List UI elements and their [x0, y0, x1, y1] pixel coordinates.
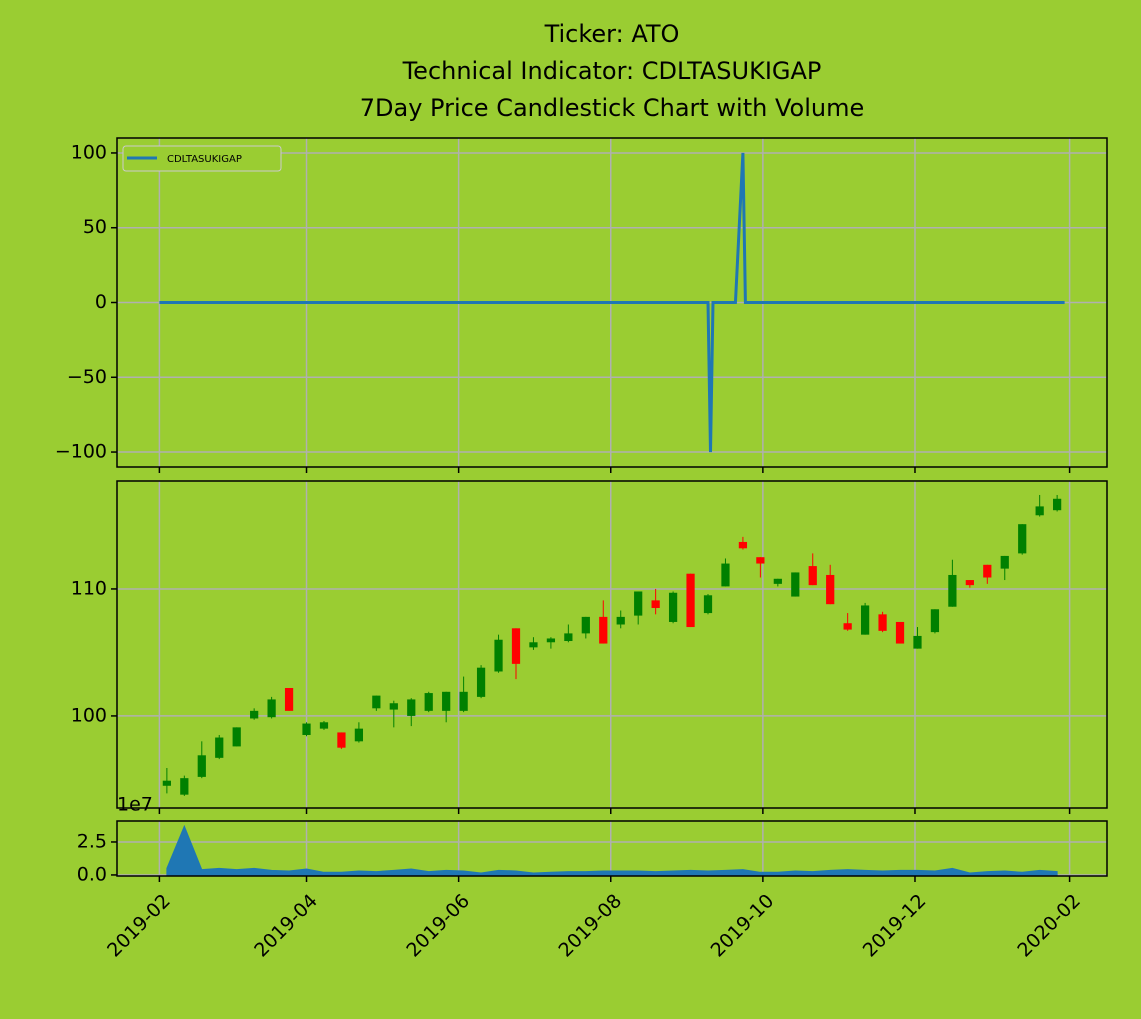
candle-body	[686, 573, 695, 628]
x-tick-label: 2019-12	[859, 890, 931, 962]
panel: 2019-02 2019-04 2019-06 2019-08 2019-10 2019-…	[77, 794, 1108, 962]
candle-body	[564, 633, 573, 642]
x-tick-label: 2019-04	[250, 890, 322, 962]
y-tick-label: 2.5	[77, 830, 107, 852]
panel: 100 110	[71, 480, 1108, 814]
candle-body	[878, 614, 887, 631]
candle-body	[162, 780, 171, 786]
candle-body	[215, 737, 224, 758]
y-tick-label: 110	[71, 577, 107, 599]
candle-body	[250, 710, 259, 719]
candle-body	[442, 691, 451, 711]
candle-body	[476, 667, 486, 697]
candle-body	[267, 699, 276, 718]
legend-box	[122, 145, 282, 172]
candle-body	[599, 616, 608, 644]
candle-body	[860, 605, 870, 635]
x-tick-label: 2019-02	[103, 890, 175, 962]
candle-body	[1053, 498, 1062, 511]
y-tick-label: 0.0	[77, 863, 107, 885]
legend: CDLTASUKIGAP	[122, 145, 282, 172]
candle-body	[965, 580, 974, 586]
candle-body	[389, 703, 398, 710]
candle-body	[319, 722, 329, 729]
x-tick-label: 2019-08	[554, 890, 626, 962]
candle-body	[948, 574, 957, 607]
candle-body	[424, 693, 433, 711]
candle-body	[703, 595, 713, 614]
candle-body	[197, 755, 206, 777]
y-tick-label: −50	[67, 366, 107, 388]
legend-label: CDLTASUKIGAP	[167, 154, 242, 165]
x-tick-label: 2019-06	[402, 890, 474, 962]
candle-body	[738, 541, 748, 549]
axis-offset-label: 1e7	[117, 794, 153, 816]
candle-body	[983, 564, 992, 578]
candle-body	[791, 572, 800, 597]
axes-frame	[116, 480, 1108, 809]
candle-body	[511, 628, 521, 664]
y-tick-label: 100	[71, 704, 107, 726]
candle-body	[546, 638, 556, 643]
line	[159, 152, 1065, 453]
chart-title: Technical Indicator: CDLTASUKIGAP	[402, 57, 822, 85]
candle-body	[581, 616, 590, 634]
candle-body	[843, 623, 852, 630]
candle-body	[721, 563, 730, 587]
axes-frame	[116, 820, 1108, 877]
candle-body	[668, 592, 678, 622]
candle-body	[808, 566, 817, 586]
chart-title: 7Day Price Candlestick Chart with Volume	[360, 94, 865, 122]
candle-body	[232, 727, 241, 747]
candle-body	[180, 778, 189, 795]
candle-body	[913, 635, 922, 649]
candle-body	[756, 557, 765, 564]
candle-body	[651, 600, 660, 608]
axes-frame	[116, 137, 1108, 468]
panel: −100 −50 0 50 100 CDLTASUKIGAP	[55, 137, 1108, 473]
candle-body	[773, 578, 782, 584]
candle-body	[337, 732, 346, 748]
candle-body	[895, 621, 905, 644]
candle-body	[1018, 524, 1027, 554]
candle-body	[302, 723, 311, 735]
candle-body	[616, 616, 625, 625]
candle-body	[494, 639, 503, 672]
x-tick-label: 2020-02	[1013, 890, 1085, 962]
candle-body	[354, 728, 364, 742]
candle-body	[372, 695, 381, 709]
candle-body	[634, 591, 643, 616]
y-tick-label: 100	[71, 141, 107, 163]
y-tick-label: 0	[95, 291, 107, 313]
candle-body	[1035, 506, 1044, 516]
candle-body	[930, 609, 940, 633]
x-tick-label: 2019-10	[707, 890, 779, 962]
candle-body	[459, 691, 468, 711]
area	[166, 824, 1058, 876]
candle-body	[407, 699, 416, 716]
y-tick-label: −100	[55, 441, 107, 463]
candle-body	[529, 642, 538, 648]
y-tick-label: 50	[83, 216, 107, 238]
chart-title: Ticker: ATO	[544, 20, 680, 48]
candle-body	[1000, 555, 1009, 569]
candle-body	[284, 687, 294, 711]
candle-body	[826, 574, 835, 605]
